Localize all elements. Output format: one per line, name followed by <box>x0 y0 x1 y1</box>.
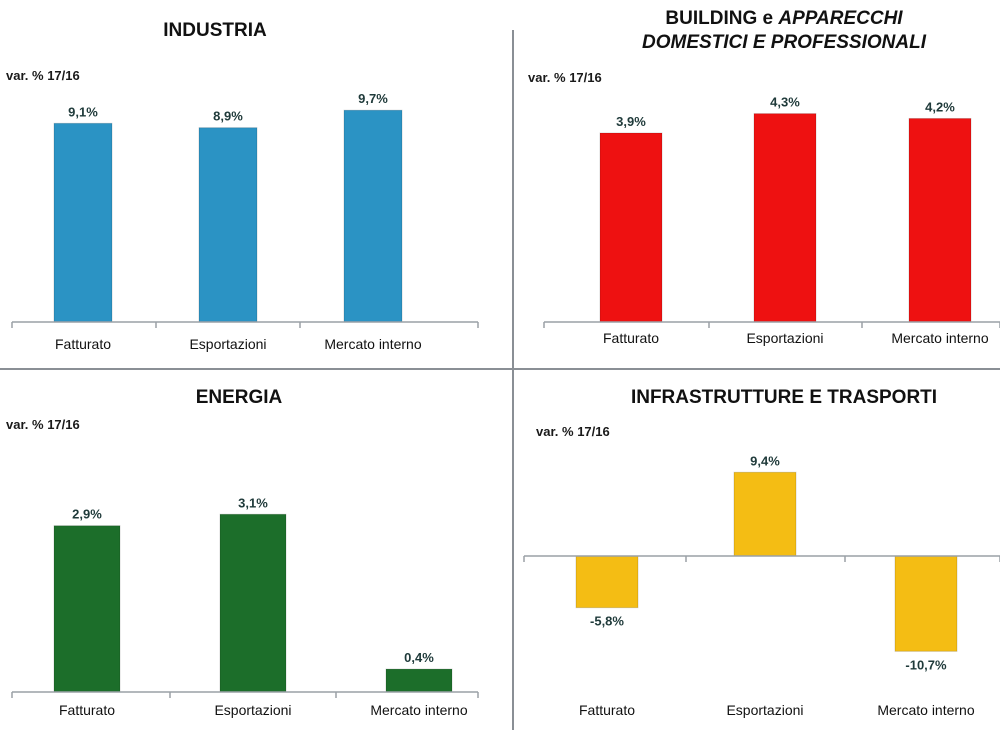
bar-mercato-interno <box>385 668 453 693</box>
bar-mercato-interno <box>908 117 972 323</box>
bar-esportazioni <box>219 513 287 693</box>
value-label: 9,1% <box>68 104 98 119</box>
value-label: 3,9% <box>616 114 646 129</box>
chart-title-line1-italic: APPARECCHI <box>778 8 903 29</box>
chart-subtitle: var. % 17/16 <box>536 424 610 439</box>
chart-subtitle: var. % 17/16 <box>528 70 602 85</box>
panel-industria: INDUSTRIA var. % 17/16 9,1% Fatturato 8,9%… <box>0 0 512 368</box>
category-label: Mercato interno <box>891 330 988 346</box>
chart-title: INDUSTRIA <box>163 20 267 41</box>
category-label: Mercato interno <box>370 702 467 718</box>
category-label: Fatturato <box>55 336 111 352</box>
category-label: Mercato interno <box>877 702 974 718</box>
bar-fatturato <box>599 132 663 323</box>
category-label: Fatturato <box>579 702 635 718</box>
value-label: 4,2% <box>925 99 955 114</box>
value-label: 3,1% <box>238 495 268 510</box>
value-label: -10,7% <box>905 657 947 672</box>
bar-esportazioni <box>733 471 797 557</box>
category-label: Esportazioni <box>746 330 823 346</box>
category-label: Fatturato <box>603 330 659 346</box>
value-label: 2,9% <box>72 507 102 522</box>
horizontal-divider <box>0 368 1000 370</box>
bar-mercato-interno <box>343 109 403 323</box>
chart-title: INFRASTRUTTURE E TRASPORTI <box>630 387 938 408</box>
bar-chart-building: 3,9% Fatturato 4,3% Esportazioni 4,2% Mercato… <box>543 95 1000 346</box>
category-label: Fatturato <box>59 702 115 718</box>
chart-subtitle: var. % 17/16 <box>6 68 80 83</box>
bar-fatturato <box>53 525 121 693</box>
bar-fatturato <box>575 555 639 609</box>
value-label: 0,4% <box>404 650 434 665</box>
value-label: 9,4% <box>750 453 780 468</box>
chart-title: BUILDING e APPARECCHI DOMESTICI E PROFES… <box>584 7 984 55</box>
value-label: 9,7% <box>358 91 388 106</box>
chart-title-line2: DOMESTICI E PROFESSIONALI <box>642 32 926 53</box>
bar-chart-energia: 2,9% Fatturato 3,1% Esportazioni 0,4% Mercato… <box>11 495 479 718</box>
panel-energia: ENERGIA var. % 17/16 2,9% Fatturato 3,1% Es… <box>0 370 512 730</box>
panel-infrastrutture: INFRASTRUTTURE E TRASPORTI var. % 17/16 … <box>514 370 1000 730</box>
chart-subtitle: var. % 17/16 <box>6 417 80 432</box>
vertical-divider <box>512 30 514 730</box>
category-label: Esportazioni <box>189 336 266 352</box>
category-label: Esportazioni <box>214 702 291 718</box>
bar-esportazioni <box>753 113 817 323</box>
chart-title-line1: BUILDING e <box>665 8 774 29</box>
bar-mercato-interno <box>894 555 958 652</box>
chart-title: ENERGIA <box>195 387 283 408</box>
value-label: 8,9% <box>213 109 243 124</box>
bar-chart-industria: 9,1% Fatturato 8,9% Esportazioni 9,7% Mercato… <box>11 91 479 352</box>
value-label: 4,3% <box>770 95 800 110</box>
bar-esportazioni <box>198 127 258 323</box>
value-label: -5,8% <box>590 614 624 629</box>
panel-building: BUILDING e APPARECCHI DOMESTICI E PROFES… <box>514 0 1000 368</box>
bar-chart-infrastrutture: -5,8% Fatturato 9,4% Esportazioni -10,7% Merc… <box>523 453 1000 718</box>
category-label: Mercato interno <box>324 336 421 352</box>
bar-fatturato <box>53 122 113 323</box>
category-label: Esportazioni <box>726 702 803 718</box>
